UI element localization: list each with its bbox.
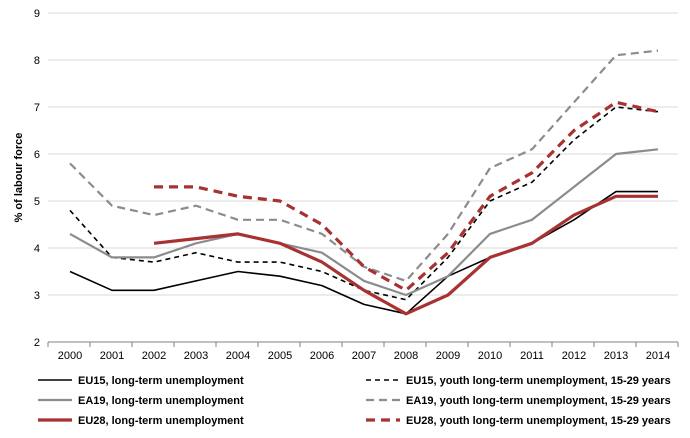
x-tick-label: 2006: [310, 350, 334, 362]
x-tick-labels: 2000 2001 2002 2003 2004 2005 2006 2007 2008 2009…: [58, 350, 670, 362]
series-line-6: [154, 100, 659, 292]
legend-item: EU28, youth long-term unemployment, 15-2…: [366, 415, 671, 427]
legend: EU15, long-term unemployment EU15, youth …: [38, 375, 671, 427]
legend-label: EU28, long-term unemployment: [78, 415, 244, 427]
series-line-2: [69, 106, 659, 301]
legend-label: EU15, long-term unemployment: [78, 375, 244, 387]
x-tick-label: 2007: [352, 350, 376, 362]
x-tick-label: 2010: [478, 350, 502, 362]
y-tick-label: 6: [34, 149, 40, 161]
series-line-1: [69, 190, 658, 315]
series-line-4: [69, 49, 659, 282]
x-tick-label: 2011: [520, 350, 544, 362]
y-tick-label: 4: [34, 243, 40, 255]
x-tick-label: 2014: [646, 350, 670, 362]
y-tick-label: 3: [34, 290, 40, 302]
legend-item: EU15, youth long-term unemployment, 15-2…: [366, 375, 671, 387]
x-tick-label: 2009: [436, 350, 460, 362]
y-tick-label: 9: [34, 8, 40, 20]
y-gridlines: [48, 12, 678, 343]
y-tick-label: 2: [34, 337, 40, 349]
legend-item: EA19, long-term unemployment: [38, 395, 244, 407]
x-tick-label: 2004: [226, 350, 250, 362]
legend-label: EA19, long-term unemployment: [78, 395, 244, 407]
series-line-5: [153, 194, 658, 316]
x-tick-label: 2013: [604, 350, 628, 362]
x-tick-label: 2001: [100, 350, 124, 362]
legend-label: EU28, youth long-term unemployment, 15-2…: [406, 415, 671, 427]
y-tick-label: 7: [34, 102, 40, 114]
y-tick-labels: 2 3 4 5 6 7 8 9: [34, 8, 40, 349]
x-tick-marks: [47, 342, 679, 347]
x-tick-label: 2008: [394, 350, 418, 362]
x-tick-label: 2000: [58, 350, 82, 362]
legend-label: EA19, youth long-term unemployment, 15-2…: [406, 395, 671, 407]
legend-item: EU28, long-term unemployment: [38, 415, 244, 427]
series-line-3: [69, 148, 659, 297]
x-tick-label: 2003: [184, 350, 208, 362]
y-tick-label: 5: [34, 196, 40, 208]
y-tick-label: 8: [34, 55, 40, 67]
legend-item: EA19, youth long-term unemployment, 15-2…: [366, 395, 671, 407]
legend-item: EU15, long-term unemployment: [38, 375, 244, 387]
y-axis-title: % of labour force: [13, 133, 25, 223]
x-tick-label: 2005: [268, 350, 292, 362]
x-tick-label: 2002: [142, 350, 166, 362]
x-tick-label: 2012: [562, 350, 586, 362]
legend-label: EU15, youth long-term unemployment, 15-2…: [406, 375, 671, 387]
series-lines: [69, 49, 659, 316]
